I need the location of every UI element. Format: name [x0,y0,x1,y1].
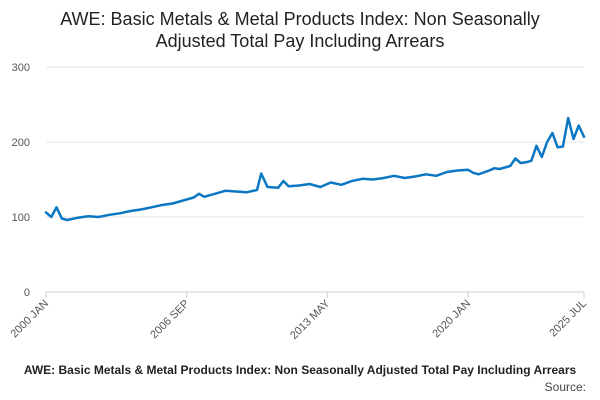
x-tick-label: 2013 MAY [288,297,333,342]
y-tick-label: 200 [12,137,30,149]
x-tick-labels: 2000 JAN 2006 SEP 2013 MAY 2020 JAN 2025 JUL [8,297,589,342]
y-tick-labels: 0 100 200 300 [12,62,30,299]
chart-title-line-2: Adjusted Total Pay Including Arrears [155,31,445,51]
y-tick-label: 100 [12,212,30,224]
series-layer [44,116,586,222]
source-label: Source: [544,380,586,394]
x-tick-label: 2006 SEP [148,298,192,342]
chart-title-line-1: AWE: Basic Metals & Metal Products Index… [60,9,540,29]
x-tick-label: 2020 JAN [430,298,473,341]
series-legend-text: AWE: Basic Metals & Metal Products Index… [23,363,577,377]
chart-title: AWE: Basic Metals & Metal Products Index… [0,8,600,52]
y-tick-label: 0 [24,287,30,299]
series-line-0 [44,116,586,222]
x-tick-label: 2000 JAN [8,298,51,341]
axes [45,291,585,298]
y-tick-label: 300 [12,62,30,74]
series-legend-label: AWE: Basic Metals & Metal Products Index… [0,363,600,377]
gridlines [46,66,584,218]
x-tick-label: 2025 JUL [547,298,589,340]
